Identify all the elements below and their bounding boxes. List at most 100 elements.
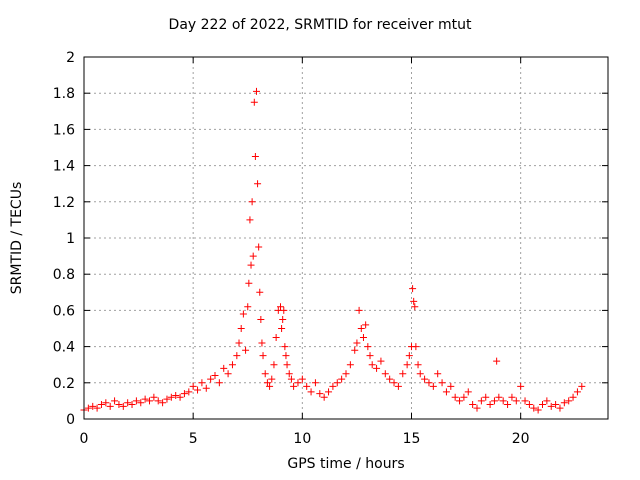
data-point: [280, 306, 288, 314]
data-point: [357, 325, 365, 332]
data-point: [410, 297, 418, 305]
data-point: [442, 388, 450, 396]
data-point: [263, 379, 271, 387]
data-point: [257, 315, 265, 323]
data-point: [517, 382, 525, 390]
data-point: [259, 352, 267, 360]
data-point: [409, 285, 417, 293]
data-point: [176, 393, 184, 401]
data-point: [495, 393, 503, 401]
data-point: [399, 370, 407, 378]
y-tick-label: 1.8: [53, 86, 75, 102]
chart-grid: [84, 57, 608, 419]
y-tick-label: 1.6: [53, 122, 75, 138]
data-point: [202, 384, 210, 392]
data-point: [486, 401, 494, 409]
data-point: [320, 393, 328, 401]
data-point: [270, 361, 278, 369]
data-point: [141, 395, 149, 403]
scatter-points: [80, 87, 586, 414]
data-point: [311, 379, 319, 387]
data-point: [119, 402, 127, 410]
data-point: [246, 216, 254, 224]
data-point: [412, 343, 420, 351]
data-point: [565, 397, 573, 405]
data-point: [150, 393, 158, 401]
data-point: [272, 334, 280, 342]
data-point: [346, 361, 354, 369]
x-tick-label: 0: [80, 431, 89, 447]
plot-area-frame: [83, 56, 609, 420]
data-point: [159, 399, 167, 407]
data-point: [266, 382, 274, 390]
data-point: [425, 379, 433, 387]
data-point: [364, 343, 372, 351]
y-tick-label: 1: [66, 231, 75, 247]
data-point: [189, 382, 197, 390]
data-point: [394, 382, 402, 390]
data-point: [469, 401, 477, 409]
data-point: [490, 397, 498, 405]
data-point: [254, 180, 262, 188]
y-tick-label: 2: [66, 50, 75, 66]
data-point: [333, 379, 341, 387]
data-point: [560, 399, 568, 407]
data-point: [245, 279, 253, 287]
data-point: [525, 401, 533, 409]
data-point: [416, 370, 424, 378]
data-point: [368, 361, 376, 369]
data-point: [115, 401, 123, 409]
x-tick-label: 10: [293, 431, 311, 447]
data-point: [248, 198, 256, 206]
data-point: [167, 393, 175, 401]
data-point: [534, 406, 542, 414]
data-point: [447, 382, 455, 390]
data-point: [508, 393, 516, 401]
y-tick-label: 0: [66, 412, 75, 428]
data-point: [211, 372, 219, 380]
data-point: [224, 370, 232, 378]
data-point: [460, 393, 468, 401]
chart-ticks: 00.20.40.60.811.21.41.61.820 5 10 15 20: [53, 50, 608, 447]
data-point: [290, 382, 298, 390]
chart-title: Day 222 of 2022, SRMTID for receiver mtu…: [168, 17, 472, 33]
data-point: [355, 306, 363, 314]
data-point: [405, 352, 413, 360]
data-point: [247, 261, 255, 269]
data-point: [233, 352, 241, 360]
data-point: [307, 388, 315, 396]
data-point: [258, 339, 266, 347]
data-point: [556, 404, 564, 412]
data-point: [504, 401, 512, 409]
data-point: [373, 364, 381, 372]
data-point: [547, 402, 555, 410]
data-point: [421, 375, 429, 383]
data-point: [256, 288, 264, 296]
data-point: [255, 243, 263, 251]
data-point: [244, 303, 252, 311]
data-point: [281, 343, 289, 351]
data-point: [403, 361, 411, 369]
data-point: [180, 390, 188, 398]
data-point: [414, 361, 422, 369]
data-point: [283, 361, 291, 369]
data-point: [342, 370, 350, 378]
data-point: [338, 375, 346, 383]
data-point: [493, 357, 501, 365]
data-point: [573, 388, 581, 396]
data-point: [154, 397, 162, 405]
data-point: [235, 339, 243, 347]
data-point: [249, 252, 257, 260]
data-point: [381, 370, 389, 378]
data-point: [252, 87, 260, 95]
data-point: [89, 402, 97, 410]
data-point: [473, 404, 481, 412]
x-tick-label: 5: [189, 431, 198, 447]
x-axis-label: GPS time / hours: [287, 456, 405, 472]
data-point: [298, 375, 306, 383]
data-point: [215, 379, 223, 387]
data-point: [239, 310, 247, 318]
data-point: [285, 370, 293, 378]
y-axis-label: SRMTID / TECUs: [9, 181, 25, 295]
